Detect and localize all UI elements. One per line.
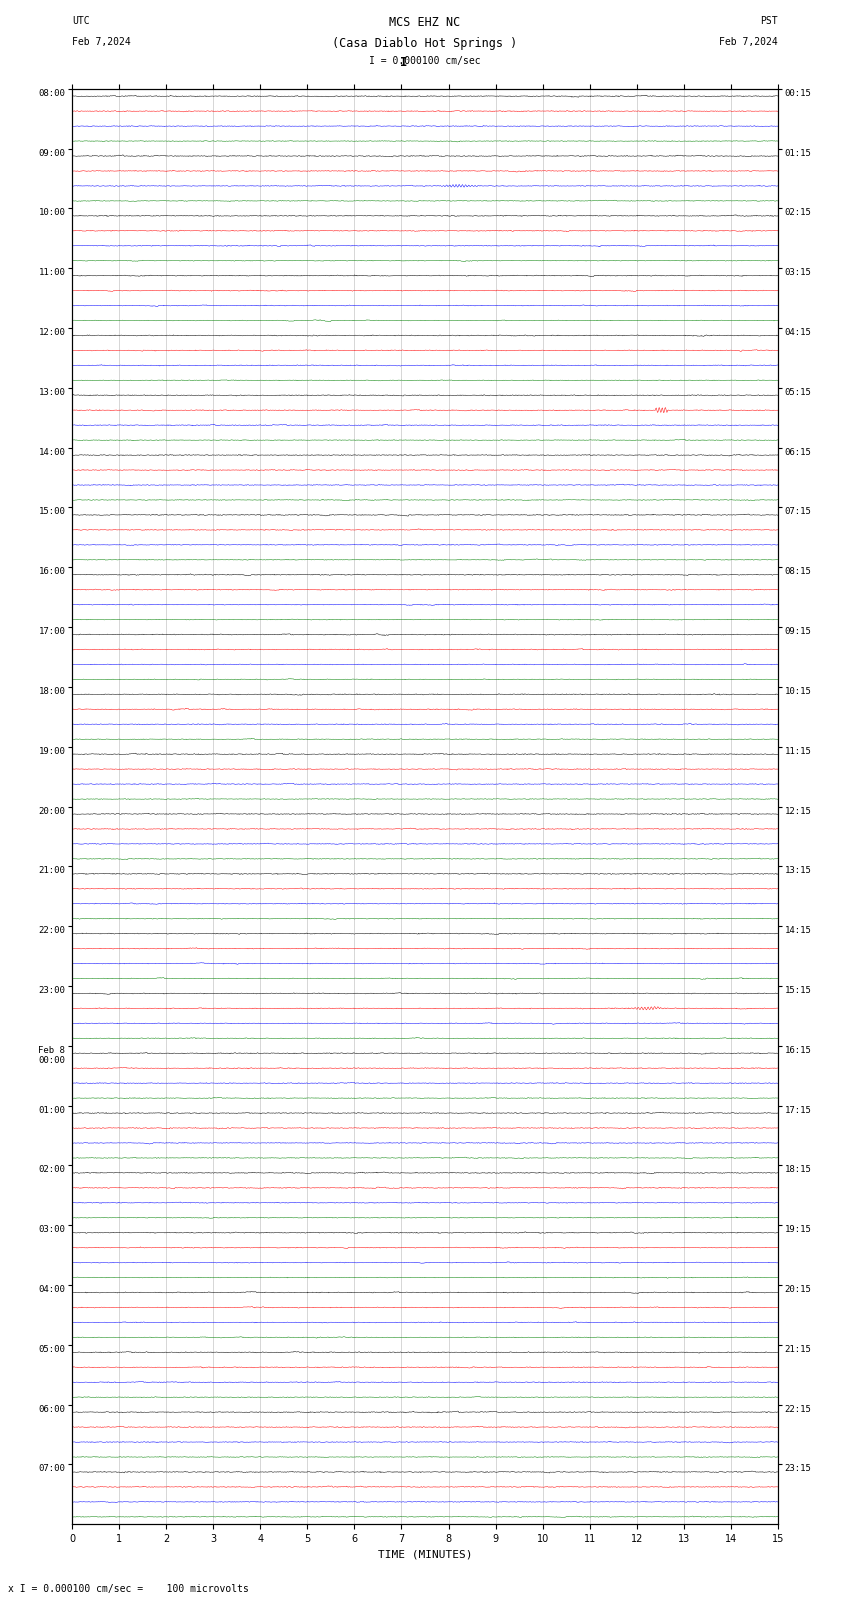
Text: x I = 0.000100 cm/sec =    100 microvolts: x I = 0.000100 cm/sec = 100 microvolts xyxy=(8,1584,249,1594)
Text: MCS EHZ NC: MCS EHZ NC xyxy=(389,16,461,29)
Text: Feb 7,2024: Feb 7,2024 xyxy=(72,37,131,47)
Text: I: I xyxy=(400,56,407,69)
X-axis label: TIME (MINUTES): TIME (MINUTES) xyxy=(377,1550,473,1560)
Text: PST: PST xyxy=(760,16,778,26)
Text: UTC: UTC xyxy=(72,16,90,26)
Text: Feb 7,2024: Feb 7,2024 xyxy=(719,37,778,47)
Text: I = 0.000100 cm/sec: I = 0.000100 cm/sec xyxy=(369,56,481,66)
Text: (Casa Diablo Hot Springs ): (Casa Diablo Hot Springs ) xyxy=(332,37,518,50)
